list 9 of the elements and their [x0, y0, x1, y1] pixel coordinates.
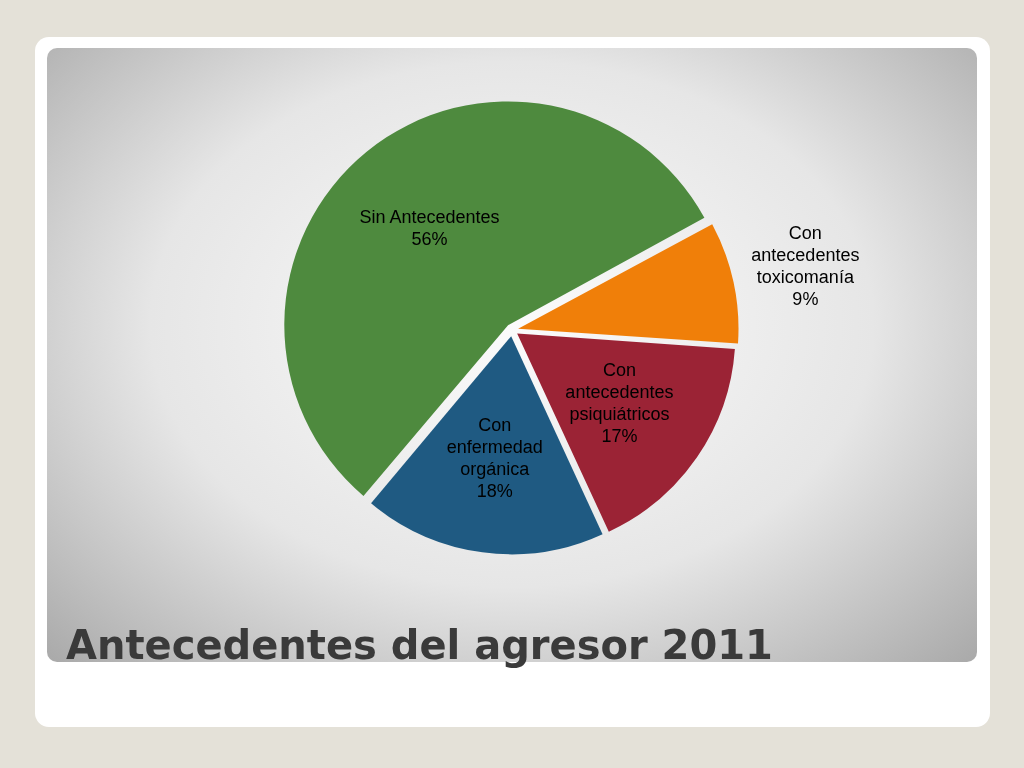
data-label: 17% [601, 426, 638, 447]
slice-label: Con enfermedad orgánica [446, 415, 543, 480]
data-label: 18% [476, 481, 513, 502]
text: Antecedentes del agresor 2011 [66, 622, 773, 668]
slice-label: Con antecedentes psiquiátricos [565, 360, 674, 425]
data-label: 56% [411, 228, 448, 249]
slice-label: Sin Antecedentes [359, 206, 500, 227]
data-label: 9% [792, 288, 819, 309]
slice-label: Con antecedentes toxicomanía [751, 222, 860, 287]
